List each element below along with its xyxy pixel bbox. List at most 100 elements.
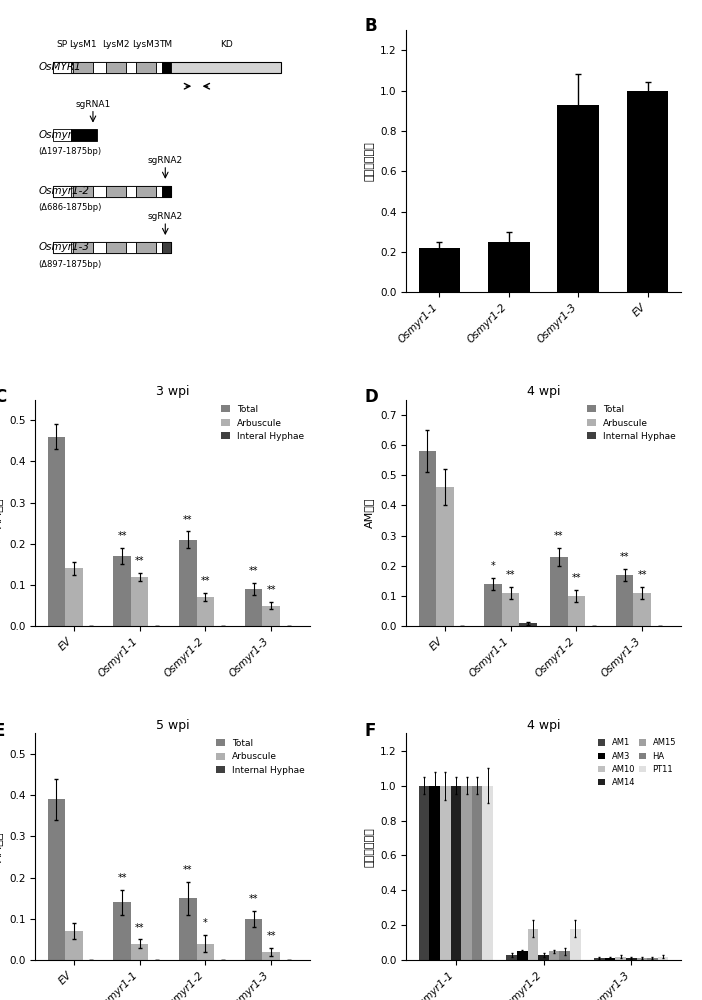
- Bar: [179, 540, 197, 626]
- Legend: Total, Arbuscule, Internal Hyphae: Total, Arbuscule, Internal Hyphae: [212, 735, 308, 779]
- Bar: [65, 931, 83, 960]
- Bar: [245, 589, 263, 626]
- Bar: [519, 623, 537, 626]
- Bar: [53, 62, 72, 73]
- Bar: [616, 575, 633, 626]
- Text: LysM2: LysM2: [102, 40, 129, 49]
- Title: 3 wpi: 3 wpi: [156, 385, 190, 398]
- Legend: AM1, AM3, AM10, AM14, AM15, HA, PT11: AM1, AM3, AM10, AM14, AM15, HA, PT11: [595, 735, 680, 790]
- Text: **: **: [183, 865, 192, 875]
- Text: E: E: [0, 722, 5, 740]
- Bar: [570, 929, 581, 960]
- Bar: [48, 437, 65, 626]
- Bar: [550, 557, 568, 626]
- Bar: [440, 786, 451, 960]
- Title: 5 wpi: 5 wpi: [156, 719, 190, 732]
- Bar: [136, 62, 157, 73]
- Bar: [105, 186, 126, 197]
- Text: **: **: [135, 923, 145, 933]
- Bar: [559, 951, 570, 960]
- Text: **: **: [506, 570, 515, 580]
- Bar: [105, 242, 126, 253]
- Bar: [73, 62, 93, 73]
- Text: C: C: [0, 388, 6, 406]
- Bar: [131, 944, 148, 960]
- Text: **: **: [266, 931, 276, 941]
- Bar: [157, 62, 161, 73]
- Text: TM: TM: [159, 40, 173, 49]
- Bar: [73, 186, 93, 197]
- Bar: [73, 242, 93, 253]
- Bar: [484, 584, 502, 626]
- Text: Osmyr1-1: Osmyr1-1: [39, 130, 90, 140]
- Bar: [472, 786, 482, 960]
- Bar: [568, 596, 585, 626]
- Bar: [113, 556, 131, 626]
- Legend: Total, Arbuscule, Interal Hyphae: Total, Arbuscule, Interal Hyphae: [218, 401, 308, 445]
- Text: OsMYR1: OsMYR1: [39, 62, 81, 72]
- Bar: [482, 786, 493, 960]
- Bar: [179, 898, 197, 960]
- Bar: [488, 242, 529, 292]
- Bar: [126, 242, 136, 253]
- Text: KD: KD: [220, 40, 233, 49]
- Bar: [53, 186, 72, 197]
- Bar: [245, 919, 263, 960]
- Text: (Δ686-1875bp): (Δ686-1875bp): [39, 203, 102, 212]
- Bar: [626, 958, 637, 960]
- Text: **: **: [117, 873, 127, 883]
- Bar: [131, 577, 148, 626]
- Bar: [557, 105, 599, 292]
- Text: **: **: [266, 585, 276, 595]
- Bar: [418, 786, 429, 960]
- Bar: [197, 944, 214, 960]
- Text: **: **: [249, 566, 258, 576]
- Bar: [136, 186, 157, 197]
- Bar: [93, 62, 105, 73]
- Text: LysM3: LysM3: [132, 40, 160, 49]
- Bar: [418, 248, 461, 292]
- Text: D: D: [365, 388, 378, 406]
- Text: **: **: [571, 573, 581, 583]
- Text: Osmyr1-2: Osmyr1-2: [39, 186, 90, 196]
- Bar: [633, 593, 651, 626]
- Bar: [658, 957, 668, 960]
- Text: (Δ197-1875bp): (Δ197-1875bp): [39, 147, 102, 156]
- Bar: [53, 62, 281, 73]
- Text: sgRNA2: sgRNA2: [147, 156, 183, 165]
- Text: B: B: [365, 17, 378, 35]
- Bar: [53, 242, 171, 253]
- Bar: [105, 62, 126, 73]
- Y-axis label: AM侵染: AM侵染: [0, 831, 4, 862]
- Bar: [126, 62, 136, 73]
- Bar: [65, 568, 83, 626]
- Y-axis label: 相对表达水平: 相对表达水平: [364, 827, 374, 867]
- Bar: [113, 902, 131, 960]
- Text: SP: SP: [57, 40, 68, 49]
- Bar: [528, 929, 538, 960]
- Text: LysM1: LysM1: [69, 40, 97, 49]
- Y-axis label: AM侵染: AM侵染: [364, 498, 374, 528]
- Bar: [126, 186, 136, 197]
- Bar: [263, 606, 280, 626]
- Title: 4 wpi: 4 wpi: [526, 385, 560, 398]
- Text: **: **: [620, 552, 630, 562]
- Title: 4 wpi: 4 wpi: [526, 719, 560, 732]
- Bar: [93, 186, 105, 197]
- Bar: [161, 242, 171, 253]
- Bar: [263, 952, 280, 960]
- Text: sgRNA1: sgRNA1: [75, 100, 111, 109]
- Text: Osmyr1-3: Osmyr1-3: [39, 242, 90, 252]
- Bar: [615, 957, 626, 960]
- Text: **: **: [117, 531, 127, 541]
- Bar: [53, 186, 171, 197]
- Bar: [157, 242, 161, 253]
- Bar: [517, 951, 528, 960]
- Text: **: **: [554, 531, 564, 541]
- Bar: [451, 786, 461, 960]
- Text: **: **: [135, 556, 145, 566]
- Bar: [72, 129, 97, 141]
- Legend: Total, Arbuscule, Internal Hyphae: Total, Arbuscule, Internal Hyphae: [583, 401, 679, 445]
- Bar: [93, 242, 105, 253]
- Text: (Δ897-1875bp): (Δ897-1875bp): [39, 260, 102, 269]
